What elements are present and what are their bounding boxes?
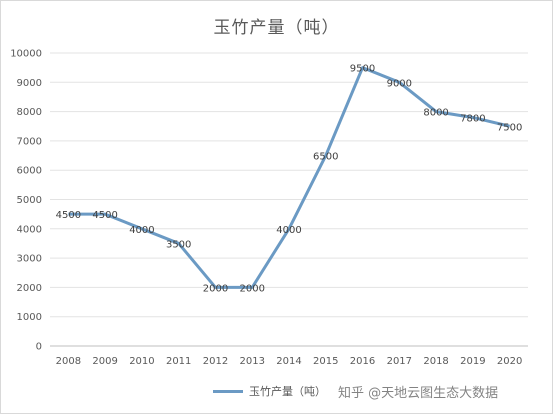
- x-tick-label: 2017: [387, 356, 412, 367]
- x-tick-label: 2011: [166, 356, 191, 367]
- data-labels: 4500 4500 4000 3500 2000 2000 4000 6500 9500 9000…: [56, 64, 523, 295]
- x-tick-label: 2009: [92, 356, 117, 367]
- x-tick-label: 2012: [203, 356, 228, 367]
- y-tick-label: 2000: [17, 283, 42, 294]
- data-label: 7500: [497, 122, 522, 133]
- data-label: 8000: [423, 108, 448, 119]
- y-tick-label: 0: [36, 342, 42, 353]
- x-tick-label: 2016: [350, 356, 375, 367]
- y-tick-label: 9000: [17, 78, 42, 89]
- y-tick-label: 3000: [17, 254, 42, 265]
- x-tick-label: 2008: [56, 356, 81, 367]
- y-tick-label: 7000: [17, 136, 42, 147]
- data-label: 3500: [166, 239, 191, 250]
- data-label: 7800: [460, 113, 485, 124]
- y-tick-label: 4000: [17, 224, 42, 235]
- x-tick-label: 2018: [423, 356, 448, 367]
- x-tick-label: 2020: [497, 356, 522, 367]
- y-tick-label: 10000: [10, 49, 42, 60]
- x-tick-label: 2015: [313, 356, 338, 367]
- legend: 玉竹产量（吨）: [213, 383, 326, 399]
- data-label: 6500: [313, 152, 338, 163]
- data-label: 4000: [129, 225, 154, 236]
- y-tick-label: 1000: [17, 312, 42, 323]
- chart-title: 玉竹产量（吨）: [213, 18, 340, 38]
- data-label: 4000: [276, 225, 301, 236]
- gridlines: [50, 52, 528, 347]
- watermark: 知乎 @天地云图生态大数据: [338, 386, 499, 401]
- data-label: 4500: [56, 210, 81, 221]
- data-label: 2000: [240, 283, 265, 294]
- x-tick-label: 2010: [129, 356, 154, 367]
- x-tick-label: 2013: [240, 356, 265, 367]
- series-line: [68, 66, 510, 289]
- x-axis-ticks: 2008 2009 2010 2011 2012 2013 2014 2015 2016 2017…: [56, 356, 523, 367]
- x-tick-label: 2014: [276, 356, 301, 367]
- data-label: 2000: [203, 283, 228, 294]
- data-label: 4500: [92, 210, 117, 221]
- y-tick-label: 8000: [17, 107, 42, 118]
- y-tick-label: 5000: [17, 195, 42, 206]
- data-label: 9500: [350, 64, 375, 75]
- legend-label: 玉竹产量（吨）: [249, 385, 326, 398]
- y-tick-label: 6000: [17, 166, 42, 177]
- legend-swatch: [213, 389, 243, 393]
- data-label: 9000: [387, 78, 412, 89]
- x-tick-label: 2019: [460, 356, 485, 367]
- y-axis-ticks: 0 1000 2000 3000 4000 5000 6000 7000 8000 9000 100…: [10, 49, 42, 353]
